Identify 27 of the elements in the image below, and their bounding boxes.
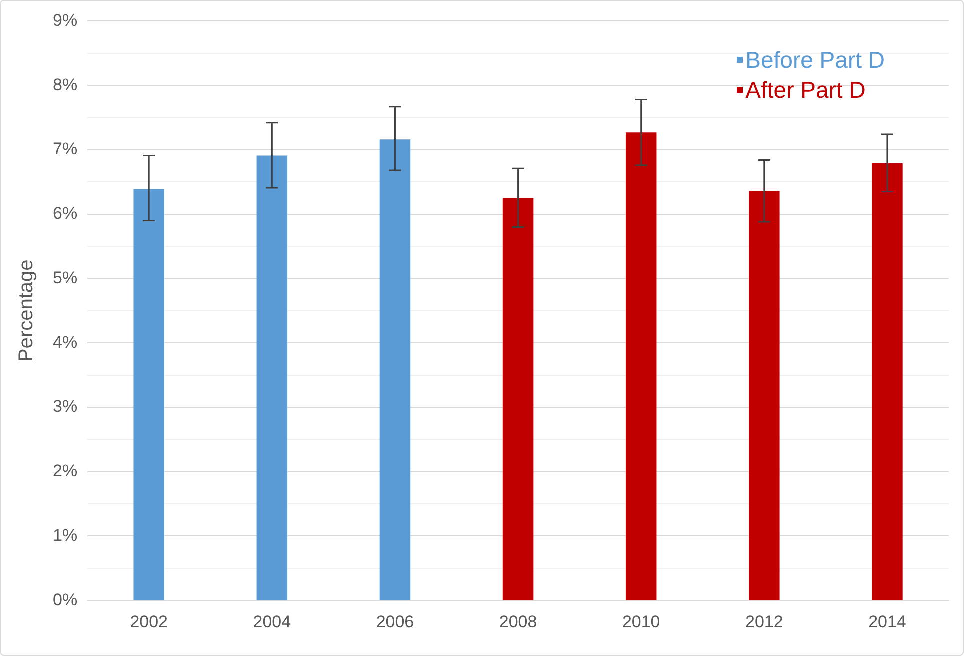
legend-label: After Part D: [746, 76, 866, 105]
y-tick-label: 4%: [52, 332, 78, 352]
bar: [256, 156, 288, 600]
y-tick-label: 1%: [52, 526, 78, 545]
bar: [380, 140, 411, 600]
y-tick-label: 5%: [52, 268, 78, 288]
x-tick-label: 2010: [622, 612, 660, 632]
x-tick-label: 2008: [499, 612, 538, 632]
x-tick-label: 2004: [253, 612, 292, 632]
bar: [134, 189, 164, 600]
legend-label: Before Part D: [746, 46, 885, 75]
x-tick-label: 2012: [745, 612, 784, 632]
bar: [872, 163, 903, 600]
x-tick-label: 2014: [868, 612, 906, 632]
y-tick-label: 9%: [52, 10, 78, 30]
y-tick-label: 2%: [52, 462, 78, 481]
y-tick-label: 6%: [52, 204, 78, 224]
y-tick-label: 3%: [52, 397, 78, 416]
y-axis-title: Percentage: [16, 260, 38, 362]
bar: [749, 191, 780, 600]
y-tick-label: 8%: [52, 75, 78, 94]
y-tick-label: 0%: [52, 590, 78, 610]
y-tick-label: 7%: [52, 140, 78, 159]
x-tick-label: 2006: [376, 612, 414, 632]
x-tick-label: 2002: [130, 612, 168, 632]
bar: [502, 198, 534, 600]
bar: [626, 132, 657, 600]
